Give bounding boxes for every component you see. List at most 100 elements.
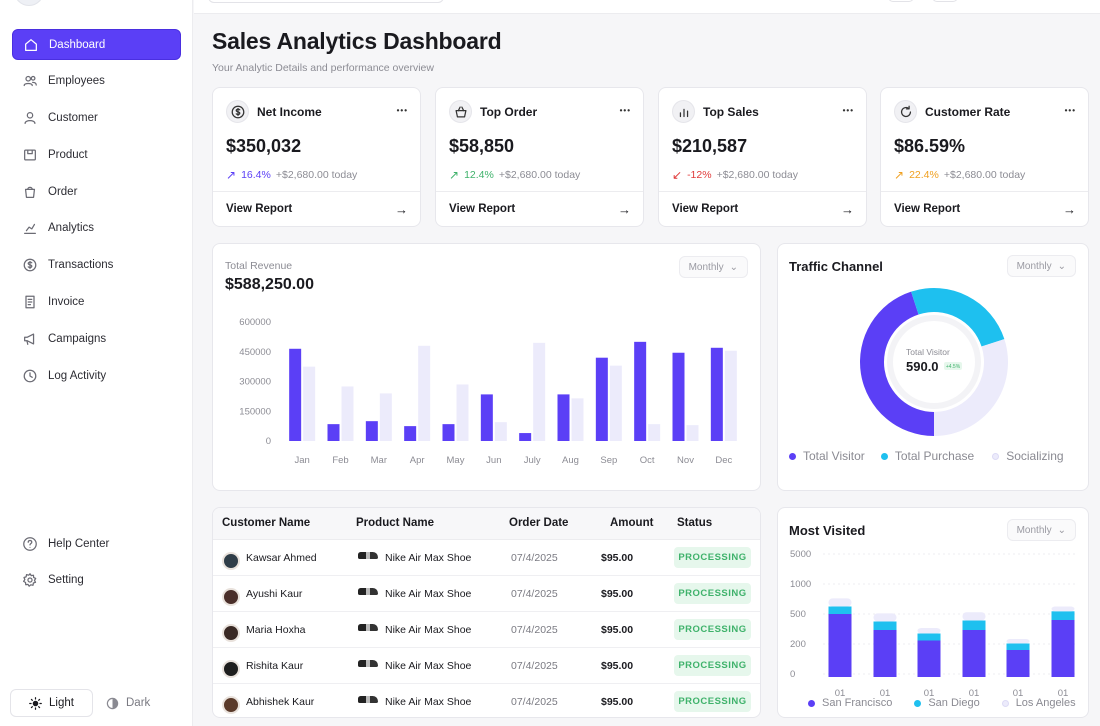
visited-bar-2-san-diego[interactable] [917,633,941,641]
col-product: Product Name [356,517,434,529]
revenue-bar-may-1[interactable] [456,384,469,441]
table-row[interactable]: Abhishek Kaur Nike Air Max Shoe 07/4/2025 $… [213,684,760,717]
revenue-bar-feb-1[interactable] [341,386,354,441]
view-report-link[interactable]: View Report → [881,191,1088,226]
table-row[interactable]: Maria Hoxha Nike Air Max Shoe 07/4/2025 $95… [213,612,760,648]
traffic-period-dropdown[interactable]: Monthly ⌄ [1006,255,1076,277]
status-badge: PROCESSING [674,619,751,640]
message-icon[interactable] [932,0,958,2]
visited-bar-5-san-diego[interactable] [1051,611,1075,620]
sidebar-item-log-activity[interactable]: Log Activity [12,360,181,391]
donut-slice-total-purchase[interactable] [911,288,1005,347]
sidebar-item-transactions[interactable]: Transactions [12,250,181,281]
sidebar-item-employees[interactable]: Employees [12,66,181,97]
more-options-icon[interactable]: ••• [396,106,408,115]
revenue-bar-feb-0[interactable] [327,424,340,441]
chevron-down-icon: ⌄ [729,261,738,273]
x-tick-label: Sep [600,455,617,466]
table-row[interactable]: Ayushi Kaur Nike Air Max Shoe 07/4/2025 $95… [213,576,760,612]
donut-slice-socializing[interactable] [934,339,1008,436]
home-icon [22,36,40,54]
light-theme-button[interactable]: Light [10,689,93,717]
more-options-icon[interactable]: ••• [842,106,854,115]
revenue-bar-may-0[interactable] [442,424,455,441]
visited-bar-2-san-francisco[interactable] [917,640,941,678]
notification-icon[interactable] [888,0,914,2]
most-visited-chart: 5000 1000 500 200 0 01 01 01 01 01 01 [790,549,1078,699]
visited-bar-0-san-francisco[interactable] [828,614,852,677]
product-name: Nike Air Max Shoe [385,588,472,600]
x-tick-label: 01 [1013,688,1024,699]
sidebar-item-invoice[interactable]: Invoice [12,287,181,318]
visited-bar-4-los-angeles[interactable] [1006,639,1030,644]
view-report-link[interactable]: View Report → [213,191,420,226]
revenue-bar-aug-1[interactable] [571,398,584,441]
search-input[interactable] [208,0,444,3]
dark-theme-button[interactable]: Dark [93,689,163,717]
visited-period-dropdown[interactable]: Monthly ⌄ [1006,519,1076,541]
visited-bar-3-los-angeles[interactable] [962,612,986,621]
revenue-bar-apr-1[interactable] [418,345,431,441]
y-tick-label: 150000 [239,406,271,417]
table-row[interactable]: Rishita Kaur Nike Air Max Shoe 07/4/2025 $9… [213,648,760,684]
visited-bar-2-los-angeles[interactable] [917,628,941,634]
revenue-bar-oct-1[interactable] [648,424,661,441]
revenue-bar-mar-1[interactable] [379,393,392,441]
revenue-bar-nov-0[interactable] [672,352,685,441]
user-icon [21,109,39,127]
sidebar-item-customer[interactable]: Customer [12,103,181,134]
visited-bar-4-san-francisco[interactable] [1006,650,1030,677]
visited-bar-3-san-diego[interactable] [962,620,986,631]
revenue-bar-oct-0[interactable] [634,341,647,441]
help-icon [21,535,39,553]
revenue-bar-mar-0[interactable] [365,421,378,441]
legend-item: Los Angeles [1001,697,1076,709]
sidebar-item-order[interactable]: Order [12,176,181,207]
avatar [222,552,240,570]
revenue-bar-aug-0[interactable] [557,394,570,441]
revenue-bar-jan-0[interactable] [289,348,302,441]
more-options-icon[interactable]: ••• [1064,106,1076,115]
revenue-bar-dec-1[interactable] [724,350,737,441]
revenue-bar-jun-1[interactable] [494,422,507,441]
revenue-bar-sep-0[interactable] [595,357,608,441]
donut-slice-total-visitor[interactable] [860,291,934,436]
visited-bar-3-san-francisco[interactable] [962,630,986,677]
view-report-link[interactable]: View Report → [659,191,866,226]
sidebar-item-product[interactable]: Product [12,139,181,170]
sidebar-item-campaigns[interactable]: Campaigns [12,323,181,354]
revenue-bar-dec-0[interactable] [710,347,723,441]
visited-bar-0-los-angeles[interactable] [828,598,852,607]
order-date: 07/4/2025 [511,696,558,708]
legend-item: Total Visitor [789,449,865,463]
arrow-right-icon: → [395,201,408,217]
sidebar-item-setting[interactable]: Setting [12,565,181,596]
revenue-bar-nov-1[interactable] [686,425,699,441]
visited-bar-1-los-angeles[interactable] [873,613,897,622]
more-options-icon[interactable]: ••• [619,106,631,115]
revenue-bar-jan-1[interactable] [303,366,316,441]
visited-bar-1-san-diego[interactable] [873,621,897,631]
arrow-down-left-icon: ↙ [672,168,683,182]
revenue-period-dropdown[interactable]: Monthly ⌄ [678,256,748,278]
visited-bar-0-san-diego[interactable] [828,606,852,615]
users-icon [21,72,39,90]
visited-bar-5-los-angeles[interactable] [1051,606,1075,612]
sidebar-item-label: Order [48,185,78,198]
revenue-bar-july-1[interactable] [533,342,546,441]
view-report-link[interactable]: View Report → [436,191,643,226]
visited-bar-5-san-francisco[interactable] [1051,620,1075,677]
revenue-bar-jun-0[interactable] [480,394,493,441]
sidebar-item-dashboard[interactable]: Dashboard [12,29,181,60]
sidebar-item-help-center[interactable]: Help Center [12,528,181,559]
visited-bar-1-san-francisco[interactable] [873,630,897,677]
revenue-bar-sep-1[interactable] [609,365,622,441]
x-tick-label: 01 [924,688,935,699]
revenue-bar-july-0[interactable] [519,433,532,441]
visited-bar-4-san-diego[interactable] [1006,643,1030,651]
product-name: Nike Air Max Shoe [385,696,472,708]
revenue-bar-apr-0[interactable] [404,426,417,441]
table-row[interactable]: Kawsar Ahmed Nike Air Max Shoe 07/4/2025 $9… [213,540,760,576]
sidebar-item-analytics[interactable]: Analytics [12,213,181,244]
kpi-card-customer-rate: Customer Rate ••• $86.59% ↗ 22.4% +$2,680.00 … [880,87,1089,227]
